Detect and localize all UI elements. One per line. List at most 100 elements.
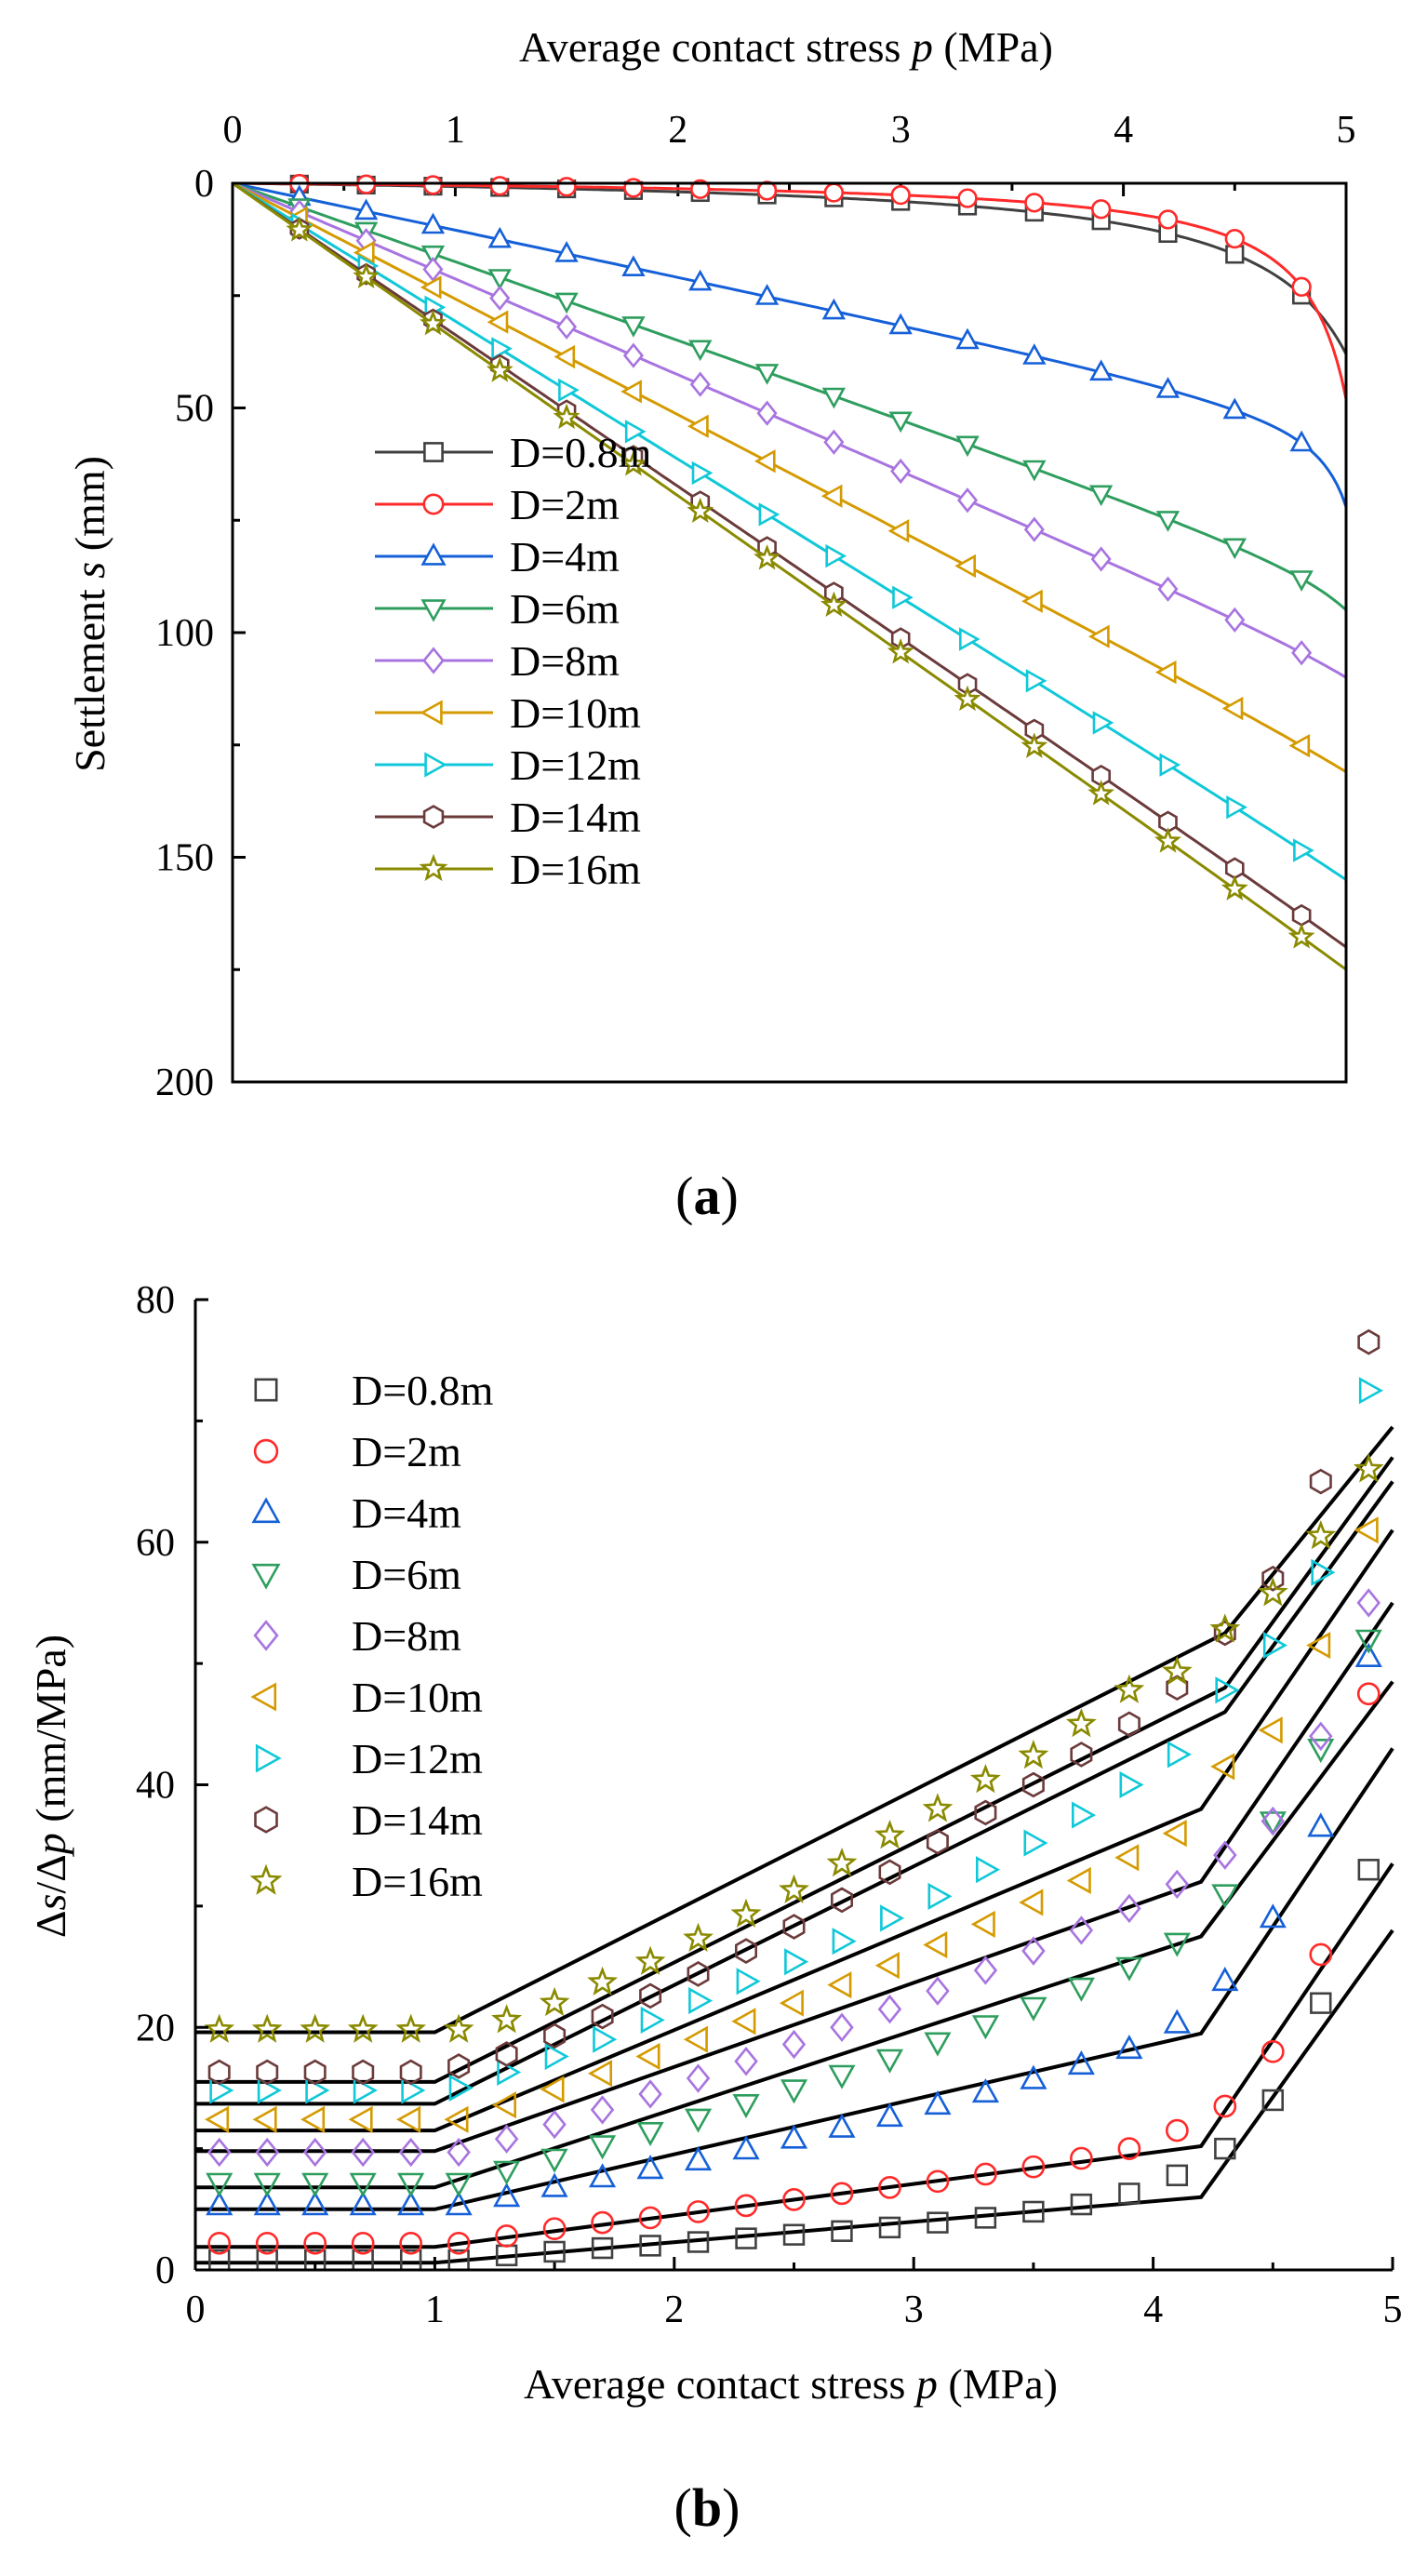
- panel-b-data-point: [1067, 1977, 1095, 2002]
- panel-b-data-point: [587, 1966, 619, 1996]
- panel-b-data-point: [830, 2012, 854, 2042]
- panel-b-data-point: [351, 2231, 375, 2255]
- panel-b-fit-line: [195, 1528, 1394, 2133]
- panel-a-legend-marker: [422, 805, 445, 829]
- panel-b-data-point: [209, 2076, 234, 2104]
- panel-b-legend-label: D=6m: [352, 1551, 461, 1598]
- panel-b-data-point: [1261, 2089, 1285, 2112]
- panel-b-data-point: [491, 2004, 523, 2034]
- panel-a-series-line: [232, 181, 1347, 971]
- panel-a-data-point: [1226, 795, 1247, 820]
- panel-b-data-point: [684, 2108, 713, 2133]
- panel-a-legend-marker: [424, 752, 447, 778]
- panel-b-data-point: [251, 2013, 283, 2043]
- panel-a-series-line: [232, 181, 1348, 508]
- panel-b-data-point: [1215, 1676, 1240, 1704]
- panel-b-data-point: [349, 2191, 377, 2216]
- panel-b-data-point: [593, 2025, 618, 2053]
- panel-a-data-point: [1154, 660, 1177, 685]
- panel-b-legend-marker: [251, 1563, 281, 1590]
- panel-a-data-point: [754, 544, 780, 570]
- panel-b-y-tick-label: 20: [136, 2007, 175, 2049]
- panel-b-data-point: [830, 1887, 854, 1914]
- panel-a-data-point: [888, 313, 913, 335]
- panel-a-legend-label: D=2m: [510, 481, 620, 528]
- panel-b-data-point: [922, 1793, 954, 1822]
- panel-b-data-point: [974, 2162, 997, 2186]
- panel-a-data-point: [1222, 538, 1247, 560]
- panel-b-x-tick-label: 5: [1383, 2289, 1403, 2331]
- panel-b-data-point: [880, 1904, 905, 1932]
- panel-b-data-point: [207, 2137, 232, 2168]
- panel-b-data-point: [924, 2090, 952, 2116]
- panel-a-plot-frame: [231, 181, 1348, 1084]
- panel-a-data-point: [1224, 607, 1246, 633]
- panel-b-data-point: [826, 1848, 858, 1877]
- panel-a-x-tick-label: 4: [1114, 109, 1133, 152]
- panel-a-data-point: [887, 638, 914, 664]
- panel-b-data-point: [875, 2049, 904, 2074]
- panel-a-y-axis-title: Settlement s (mm): [66, 456, 113, 772]
- panel-b-x-tick-label: 0: [186, 2289, 206, 2331]
- panel-b-data-point: [1070, 2146, 1093, 2170]
- panel-a-data-point: [954, 554, 976, 579]
- panel-a-legend-marker: [420, 542, 447, 566]
- panel-a-data-point: [1020, 732, 1048, 758]
- panel-b-data-point: [827, 1971, 852, 1999]
- panel-a-data-point: [556, 314, 578, 340]
- panel-b-data-point: [781, 2029, 807, 2060]
- panel-b-data-point: [973, 1955, 998, 1985]
- panel-b-data-point: [924, 2032, 952, 2057]
- panel-a-data-point: [620, 380, 642, 404]
- panel-b-data-point: [494, 2124, 519, 2154]
- panel-b-data-point: [1211, 1967, 1239, 1992]
- panel-b-data-point: [300, 2105, 326, 2133]
- panel-b-data-point: [1309, 1942, 1333, 1967]
- panel-a-series-line: [232, 181, 1347, 679]
- panel-a-data-point: [821, 387, 847, 409]
- panel-b-data-point: [974, 2207, 997, 2229]
- panel-a-data-point: [553, 403, 580, 430]
- panel-b-legend-marker: [250, 1682, 277, 1712]
- panel-b-data-point: [1259, 1903, 1287, 1929]
- panel-b-data-point: [636, 2122, 664, 2147]
- panel-a-y-tick-label: 150: [155, 837, 214, 880]
- panel-a-data-point: [623, 178, 644, 198]
- panel-b-data-point: [635, 2042, 660, 2071]
- panel-b-data-point: [874, 1952, 900, 1980]
- panel-b-y-tick-label: 0: [155, 2249, 175, 2292]
- panel-b-data-point: [877, 1994, 902, 2024]
- panel-b-data-point: [779, 1874, 809, 1903]
- panel-b-data-point: [399, 2059, 422, 2086]
- panel-a-series-line: [232, 181, 1347, 949]
- panel-b-data-point: [1115, 2035, 1143, 2060]
- panel-b-data-point: [445, 2172, 473, 2197]
- panel-b-data-point: [732, 2094, 760, 2119]
- panel-b-data-point: [445, 2191, 473, 2216]
- panel-a-series-line: [232, 181, 1347, 881]
- panel-b-data-point: [1259, 1811, 1287, 1836]
- panel-b-data-point: [1357, 1328, 1381, 1355]
- panel-b-data-point: [878, 1859, 901, 1886]
- panel-b-data-point: [1214, 2137, 1236, 2160]
- panel-b-data-point: [784, 1948, 809, 1976]
- panel-a-data-point: [1291, 903, 1312, 927]
- panel-a-legend-label: D=8m: [510, 637, 620, 685]
- panel-b-legend: D=0.8m D=2m D=4m D=6m D=8m D=10m D=12m D=14m D=1…: [249, 1367, 494, 1905]
- panel-b-legend-marker: [254, 1378, 278, 1402]
- panel-b-data-point: [1307, 1812, 1335, 1837]
- panel-a-data-point: [422, 175, 444, 195]
- panel-a-series: [232, 173, 1348, 971]
- panel-a-data-point: [754, 449, 776, 474]
- panel-a-x-tick-label: 0: [223, 109, 243, 152]
- panel-b-data-point: [828, 2113, 856, 2138]
- panel-b-y-tick-label: 80: [136, 1279, 175, 1322]
- panel-b-data-point: [493, 2160, 521, 2185]
- panel-a-legend-marker: [422, 493, 445, 515]
- panel-b-fit-line: [195, 1456, 1394, 2084]
- panel-b-data-point: [540, 2075, 565, 2103]
- panel-b-data-point: [399, 2231, 423, 2255]
- panel-b-data-point: [543, 2022, 567, 2049]
- panel-b-data-point: [448, 2074, 474, 2102]
